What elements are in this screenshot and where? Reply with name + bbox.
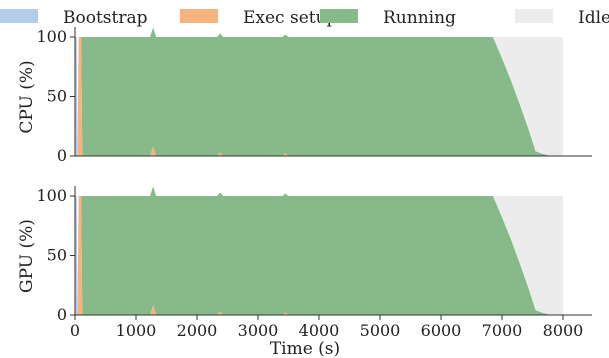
- area-running: [75, 27, 563, 157]
- x-tick-label: 7000: [482, 321, 523, 340]
- x-tick-label: 0: [70, 321, 80, 340]
- x-tick-label: 4000: [299, 321, 340, 340]
- legend-item-exec-setup: Exec setup: [180, 8, 338, 28]
- area-idle: [75, 27, 563, 157]
- area-idle: [75, 186, 563, 315]
- y-tick-label: 100: [36, 186, 67, 205]
- y-tick-label: 0: [57, 305, 67, 324]
- x-tick-label: 5000: [360, 321, 401, 340]
- x-tick-label: 3000: [238, 321, 279, 340]
- y-tick-label: 0: [57, 146, 67, 165]
- y-axis-label: GPU (%): [17, 219, 37, 293]
- legend-item-idle: Idle: [515, 8, 609, 28]
- x-axis-label: Time (s): [270, 339, 340, 358]
- legend-swatch: [180, 9, 218, 23]
- legend-label: Exec setup: [243, 8, 338, 28]
- panel-cpu: 0 50 100 CPU (%): [17, 27, 592, 165]
- x-tick-label: 2000: [177, 321, 218, 340]
- legend-label: Bootstrap: [63, 8, 148, 28]
- y-tick-label: 50: [47, 246, 67, 265]
- x-tick-label: 6000: [421, 321, 462, 340]
- legend-label: Idle: [578, 8, 609, 28]
- y-tick-label: 100: [36, 27, 67, 46]
- legend-swatch: [0, 9, 38, 23]
- y-tick-label: 50: [47, 87, 67, 106]
- area-running: [75, 186, 563, 315]
- x-tick-label: 1000: [116, 321, 157, 340]
- legend-swatch: [320, 9, 358, 23]
- legend-item-bootstrap: Bootstrap: [0, 8, 148, 28]
- legend-label: Running: [383, 8, 456, 28]
- legend-swatch: [515, 9, 553, 23]
- y-axis-label: CPU (%): [17, 60, 37, 133]
- legend: Bootstrap Exec setup Running Idle: [0, 8, 609, 28]
- legend-item-running: Running: [320, 8, 456, 28]
- x-tick-label: 8000: [543, 321, 584, 340]
